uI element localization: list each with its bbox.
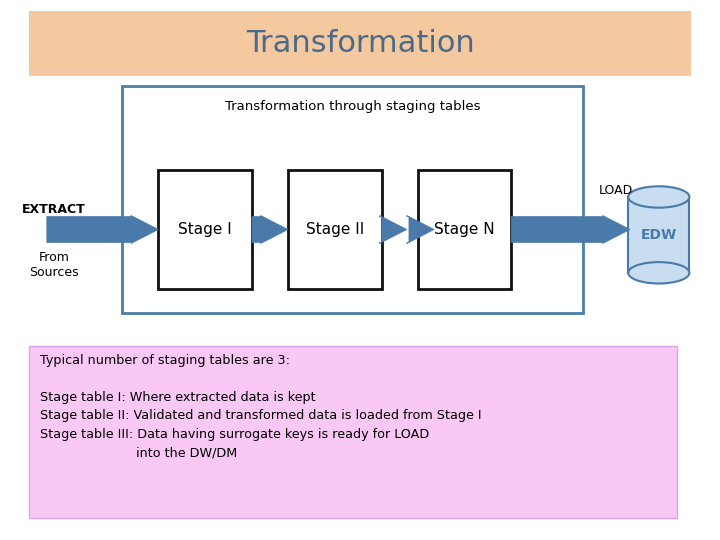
Ellipse shape bbox=[628, 186, 690, 208]
Polygon shape bbox=[47, 215, 158, 244]
Polygon shape bbox=[511, 215, 630, 244]
FancyBboxPatch shape bbox=[29, 11, 691, 76]
Polygon shape bbox=[252, 215, 288, 244]
FancyBboxPatch shape bbox=[288, 170, 382, 289]
Polygon shape bbox=[379, 215, 407, 244]
Polygon shape bbox=[407, 215, 434, 244]
Text: LOAD: LOAD bbox=[598, 184, 633, 197]
FancyBboxPatch shape bbox=[628, 197, 690, 273]
Text: Stage II: Stage II bbox=[306, 222, 364, 237]
FancyBboxPatch shape bbox=[418, 170, 511, 289]
FancyBboxPatch shape bbox=[29, 346, 677, 518]
Text: EXTRACT: EXTRACT bbox=[22, 203, 86, 216]
Text: Typical number of staging tables are 3:

Stage table I: Where extracted data is : Typical number of staging tables are 3: … bbox=[40, 354, 481, 459]
FancyBboxPatch shape bbox=[158, 170, 252, 289]
Text: Stage N: Stage N bbox=[434, 222, 495, 237]
Text: From
Sources: From Sources bbox=[30, 251, 78, 279]
Ellipse shape bbox=[628, 262, 690, 284]
Text: EDW: EDW bbox=[641, 228, 677, 242]
Text: Transformation: Transformation bbox=[246, 29, 474, 58]
Text: Transformation through staging tables: Transformation through staging tables bbox=[225, 100, 480, 113]
Text: Stage I: Stage I bbox=[179, 222, 232, 237]
FancyBboxPatch shape bbox=[122, 86, 583, 313]
